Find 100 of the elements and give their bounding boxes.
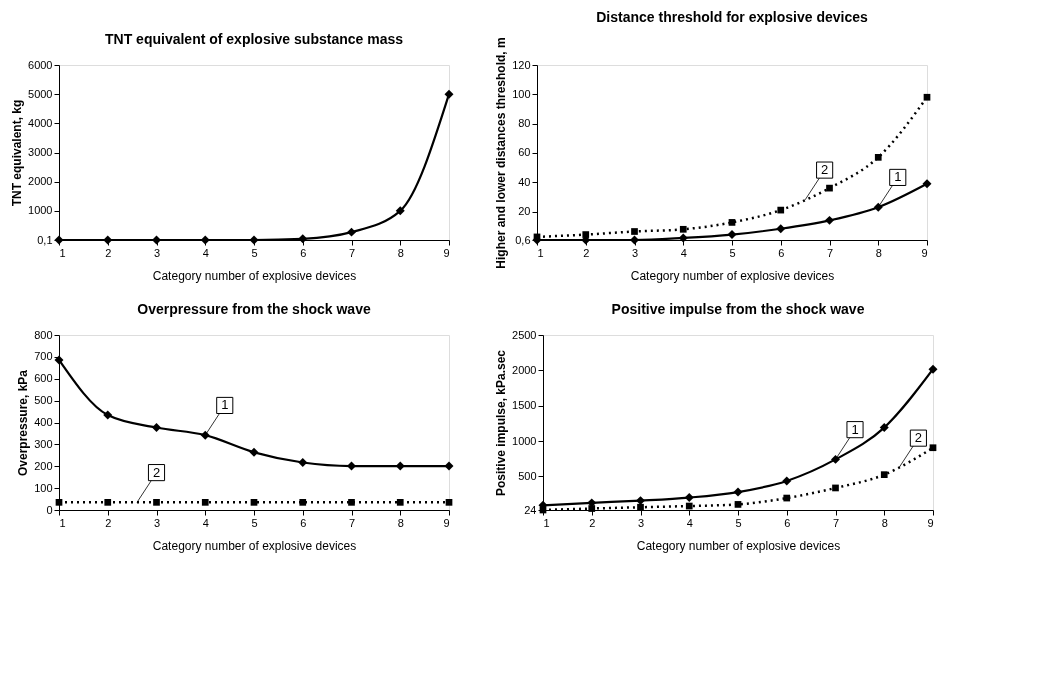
x-tick-label: 1 [59, 246, 66, 259]
x-tick-label: 8 [397, 516, 404, 529]
y-tick-label: 0,6 [515, 233, 531, 246]
chart-title: Distance threshold for explosive devices [596, 8, 868, 25]
point [727, 230, 737, 240]
point [201, 498, 209, 506]
x-tick-label: 8 [875, 246, 882, 259]
x-tick-label: 3 [153, 246, 161, 259]
y-axis-title: Overpressure, kPa [16, 369, 31, 477]
y-tick-label: 600 [34, 372, 53, 385]
point [298, 458, 308, 467]
point [879, 423, 889, 433]
point [582, 231, 590, 238]
x-tick-label: 2 [105, 246, 112, 259]
point [103, 410, 113, 420]
y-tick-label: 2000 [28, 175, 53, 188]
point [444, 89, 454, 99]
point [733, 487, 743, 497]
y-tick-label: 2500 [512, 328, 537, 341]
x-tick-label: 2 [105, 516, 112, 529]
x-tick-label: 5 [251, 246, 258, 259]
x-axis-title: Category number of explosive devices [152, 268, 357, 283]
x-tick-label: 2 [589, 516, 596, 529]
annotation: 1 [894, 169, 902, 185]
point [873, 202, 883, 212]
y-tick-label: 20 [518, 205, 531, 218]
point [445, 498, 453, 506]
point [444, 461, 454, 471]
y-tick-label: 0 [46, 503, 53, 516]
point [631, 228, 638, 235]
x-axis-title: Category number of explosive devices [630, 268, 835, 283]
annotation: 1 [851, 421, 859, 437]
x-axis-title: Category number of explosive devices [152, 538, 357, 553]
x-tick-label: 7 [832, 516, 840, 529]
chart-title: Overpressure from the shock wave [137, 301, 371, 317]
point [685, 502, 693, 510]
x-tick-label: 9 [443, 516, 450, 529]
y-tick-label: 60 [518, 146, 531, 159]
point [249, 447, 259, 457]
point [734, 501, 742, 508]
annotation: 2 [914, 430, 922, 446]
point [928, 364, 938, 374]
y-tick-label: 1000 [512, 434, 537, 447]
x-tick-label: 7 [826, 246, 834, 259]
point [777, 206, 785, 214]
x-tick-label: 4 [680, 246, 687, 259]
y-tick-label: 1500 [512, 399, 537, 412]
point [104, 498, 112, 506]
point [783, 494, 791, 502]
x-tick-label: 9 [921, 246, 928, 259]
y-tick-label: 5000 [28, 87, 53, 100]
point [299, 498, 307, 506]
x-tick-label: 5 [251, 516, 258, 529]
point [395, 206, 405, 216]
point [929, 444, 937, 452]
point [588, 505, 596, 512]
x-tick-label: 5 [735, 516, 742, 529]
point [152, 423, 161, 432]
chart-title: Positive impulse from the shock wave [611, 301, 865, 317]
x-tick-label: 4 [202, 516, 209, 529]
point [831, 454, 840, 464]
point [395, 461, 405, 471]
point [103, 235, 113, 245]
x-tick-label: 8 [881, 516, 888, 529]
point [153, 498, 160, 506]
y-axis-title: Higher and lower distances threshold, m [494, 37, 509, 269]
point [776, 224, 786, 234]
x-tick-label: 2 [583, 246, 590, 259]
y-tick-label: 400 [34, 416, 53, 428]
y-tick-label: 500 [518, 469, 537, 482]
y-tick-label: 80 [518, 117, 531, 130]
y-axis-title: TNT equivalent, kg [10, 99, 25, 207]
point [679, 225, 687, 233]
x-tick-label: 4 [686, 516, 693, 529]
point [298, 234, 308, 244]
y-tick-label: 24 [524, 503, 537, 516]
annotation: 2 [152, 464, 161, 480]
y-tick-label: 200 [34, 459, 53, 472]
point [874, 153, 882, 161]
x-tick-label: 1 [543, 516, 550, 529]
x-tick-label: 6 [300, 246, 307, 259]
x-tick-label: 6 [300, 516, 307, 529]
x-tick-label: 8 [397, 246, 404, 259]
y-tick-label: 500 [34, 394, 53, 407]
x-tick-label: 9 [927, 516, 934, 529]
annotation: 1 [221, 397, 229, 413]
y-tick-label: 4000 [28, 116, 53, 129]
x-tick-label: 6 [784, 516, 791, 529]
x-tick-label: 1 [537, 246, 544, 259]
point [637, 503, 644, 511]
point [396, 498, 404, 506]
x-tick-label: 3 [153, 516, 161, 529]
point [200, 430, 210, 440]
point [684, 493, 694, 503]
y-tick-label: 40 [518, 175, 531, 188]
y-tick-label: 6000 [28, 58, 53, 71]
y-tick-label: 120 [512, 58, 531, 71]
point [922, 179, 932, 189]
y-tick-label: 100 [512, 87, 531, 100]
point [826, 184, 833, 192]
